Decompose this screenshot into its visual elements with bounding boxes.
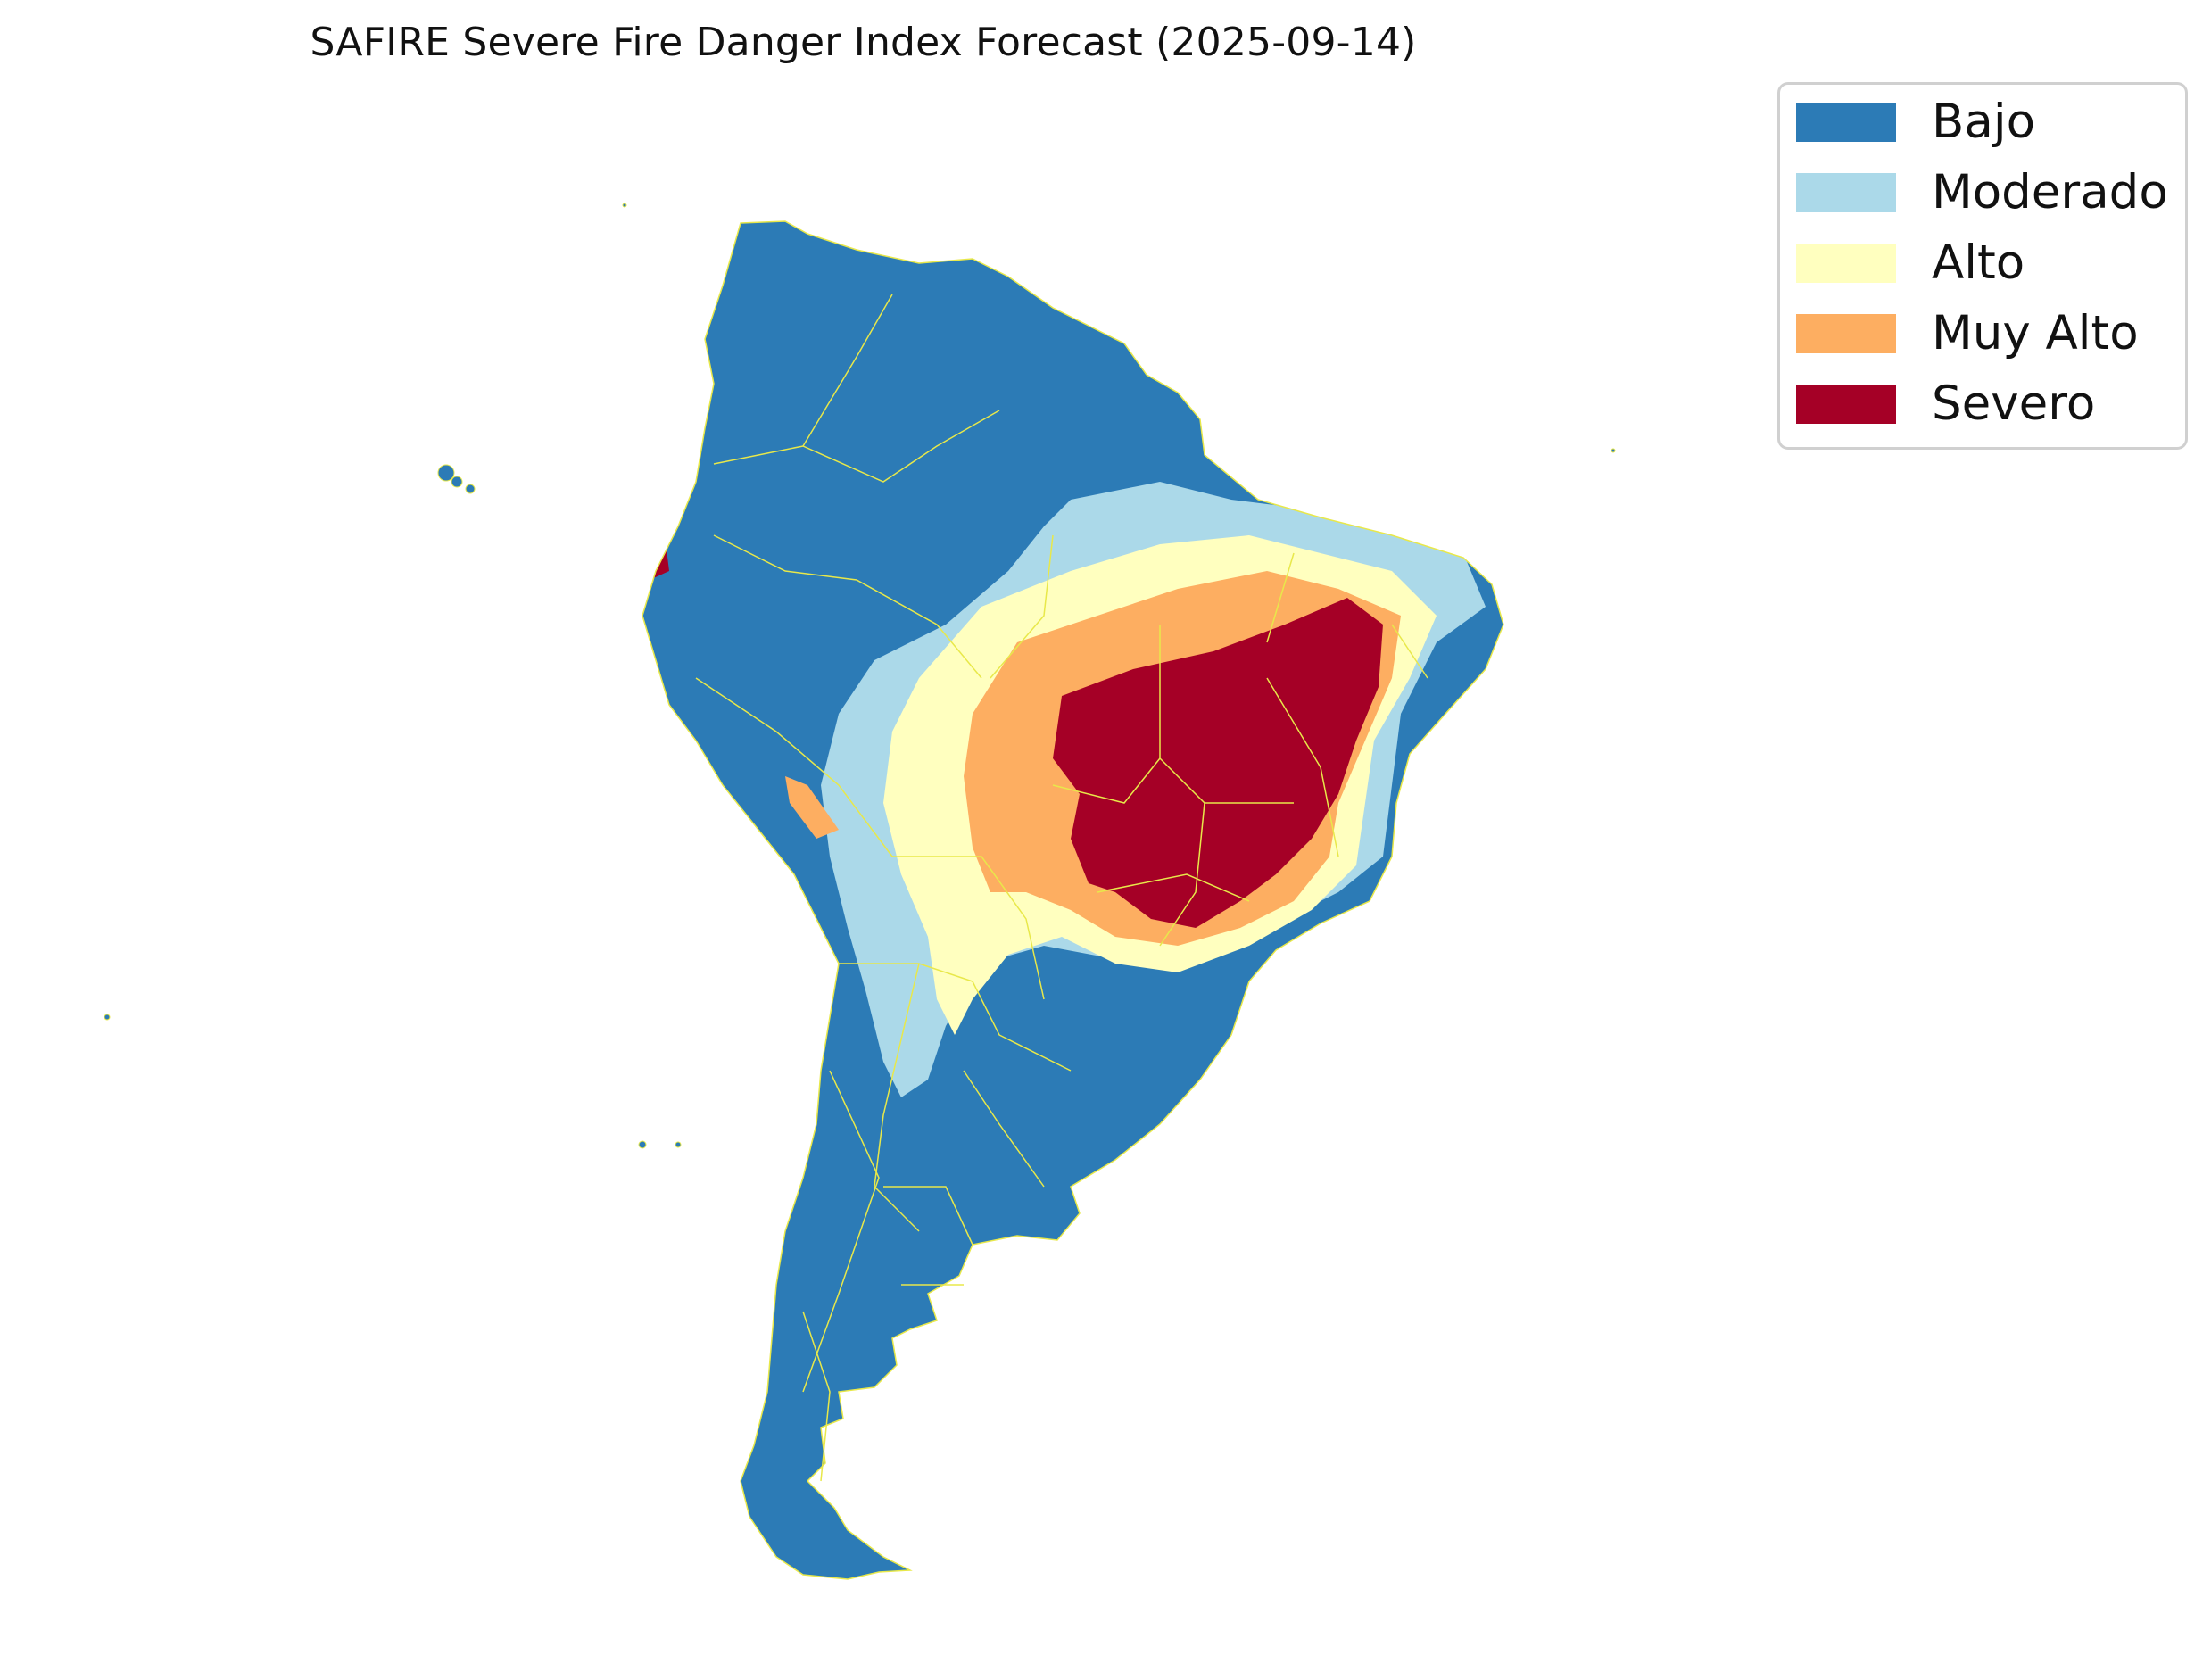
border-line [883, 1186, 973, 1246]
border-line [802, 294, 893, 447]
border-line [839, 963, 1072, 1072]
legend-swatch-muy-alto [1796, 314, 1896, 353]
island [451, 476, 463, 488]
island [104, 1014, 111, 1021]
map-title: SAFIRE Severe Fire Danger Index Forecast… [310, 20, 1417, 65]
border-line [695, 677, 893, 857]
border-line [1052, 757, 1161, 804]
islands [104, 203, 1616, 1149]
border-line [990, 534, 1054, 679]
coastline [642, 220, 1504, 1580]
legend-item-alto: Alto [1780, 236, 2185, 312]
legend-label-muy-alto: Muy Alto [1932, 306, 2139, 360]
legend-item-severo: Severo [1780, 377, 2185, 453]
legend-swatch-bajo [1796, 103, 1896, 142]
island [437, 464, 455, 482]
legend: Bajo Moderado Alto Muy Alto Severo [1777, 82, 2188, 450]
border-line [713, 410, 1000, 483]
legend-label-alto: Alto [1932, 236, 2025, 290]
legend-label-moderado: Moderado [1932, 165, 2168, 219]
border-line [874, 963, 920, 1232]
legend-swatch-severo [1796, 385, 1896, 424]
border-line [1391, 624, 1428, 679]
country-borders [642, 220, 1504, 1580]
border-line [713, 534, 982, 679]
legend-label-bajo: Bajo [1932, 95, 2035, 149]
zone-severo [1053, 598, 1383, 928]
island [675, 1141, 682, 1148]
border-line [802, 1070, 880, 1393]
border-line [892, 856, 1045, 1000]
legend-item-muy-alto: Muy Alto [1780, 307, 2185, 383]
island [638, 1140, 647, 1149]
zone-muy-alto-coast [785, 776, 839, 839]
legend-label-severo: Severo [1932, 377, 2096, 431]
border-line [1266, 677, 1339, 857]
danger-layers [642, 221, 1503, 1579]
legend-item-bajo: Bajo [1780, 95, 2185, 171]
island [1611, 448, 1616, 453]
island [622, 203, 627, 208]
legend-item-moderado: Moderado [1780, 166, 2185, 242]
island [465, 484, 476, 494]
border-line [963, 1070, 1045, 1188]
border-line [1159, 625, 1294, 804]
border-line [1159, 802, 1205, 947]
border-line [1097, 873, 1250, 902]
legend-swatch-moderado [1796, 173, 1896, 212]
border-line [1266, 552, 1295, 643]
legend-swatch-alto [1796, 244, 1896, 283]
